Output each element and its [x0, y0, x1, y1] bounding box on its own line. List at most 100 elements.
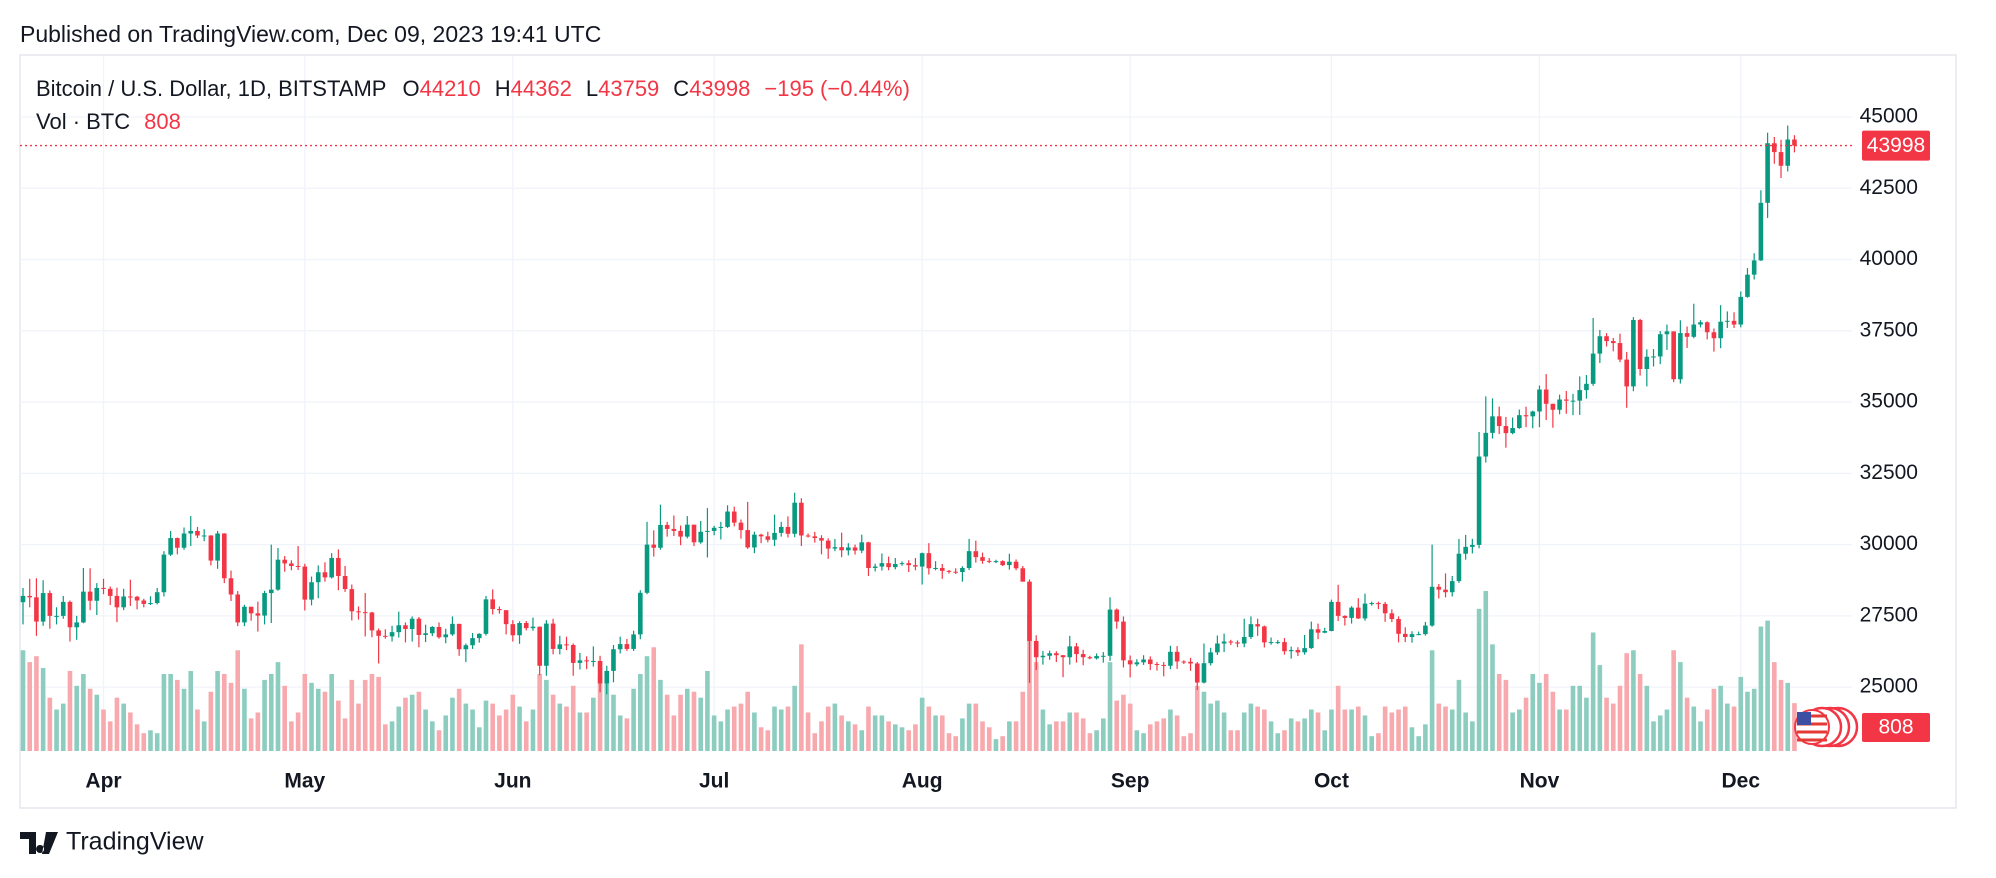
candle-body	[1161, 664, 1166, 666]
candle-body	[1147, 659, 1153, 665]
candle-body	[738, 522, 744, 531]
candle-body	[1711, 332, 1717, 339]
candle-body	[349, 589, 355, 612]
volume-bar	[1470, 721, 1475, 751]
volume-bar	[785, 706, 791, 751]
volume-bar	[799, 644, 804, 751]
legend-field-value: 43998	[689, 76, 750, 101]
candle-body	[611, 649, 616, 671]
candle-body	[141, 600, 147, 604]
candle-body	[852, 547, 858, 551]
volume-bar	[1181, 736, 1187, 751]
volume-bar	[1040, 709, 1046, 751]
volume-bar	[1523, 697, 1529, 751]
volume-bar	[1745, 691, 1750, 751]
volume-bar	[1248, 703, 1254, 751]
candle-body	[161, 554, 167, 593]
volume-bar	[684, 688, 690, 751]
volume-bar	[852, 724, 858, 751]
candle-body	[1684, 333, 1690, 337]
candle-body	[792, 502, 797, 534]
candle-body	[1141, 659, 1146, 663]
candle-body	[1288, 650, 1294, 652]
candle-body	[1490, 416, 1495, 433]
candle-body	[1188, 661, 1193, 664]
volume-bar	[617, 715, 623, 751]
volume-bar	[161, 673, 167, 751]
last-price-tag	[1862, 130, 1930, 161]
candle-body	[1268, 642, 1274, 644]
candle-body	[175, 538, 180, 548]
volume-bar	[711, 715, 717, 751]
candle-body	[906, 563, 912, 566]
volume-bar	[1127, 703, 1133, 751]
volume-bar	[859, 730, 865, 751]
candles	[20, 125, 1797, 695]
volume-bar	[1114, 700, 1120, 751]
volume-bar	[168, 673, 173, 751]
candle-body	[651, 544, 657, 548]
candle-body	[1013, 561, 1019, 569]
volume-bar	[557, 703, 563, 751]
volume-bar	[222, 673, 227, 751]
candle-body	[1617, 343, 1623, 360]
volume-bar	[1094, 730, 1099, 751]
volume-bar	[1510, 712, 1515, 751]
volume	[20, 591, 1797, 751]
candle-body	[1355, 607, 1361, 619]
candle-body	[544, 623, 549, 666]
candle-body	[1040, 655, 1046, 658]
legend-field-value: 43759	[598, 76, 659, 101]
candle-body	[1637, 319, 1643, 370]
volume-bar	[1765, 620, 1770, 751]
candle-body	[705, 530, 710, 532]
candle-body	[289, 563, 294, 566]
volume-bar	[1074, 712, 1079, 751]
volume-bar	[134, 724, 140, 751]
candle-body	[54, 615, 59, 617]
volume-bar	[1141, 733, 1146, 751]
volume-bar	[758, 727, 764, 751]
volume-bar	[1429, 650, 1435, 751]
candle-body	[1503, 426, 1509, 434]
candle-body	[456, 623, 462, 650]
volume-bar	[87, 688, 93, 751]
volume-bar	[1423, 724, 1428, 751]
candle-body	[1241, 636, 1247, 644]
volume-bar	[329, 673, 334, 751]
volume-bar	[872, 715, 878, 751]
volume-bar	[1402, 706, 1408, 751]
volume-bar	[986, 727, 992, 751]
candle-body	[1255, 624, 1260, 627]
y-tick-label: 25000	[1860, 675, 1918, 698]
candle-body	[1765, 143, 1770, 203]
candle-body	[1127, 660, 1133, 665]
y-tick-label: 30000	[1860, 532, 1918, 555]
volume-bar	[423, 709, 428, 751]
candle-body	[530, 626, 536, 629]
volume-bar	[1537, 682, 1542, 751]
candle-body	[101, 587, 106, 589]
volume-bar	[1436, 703, 1442, 751]
volume-bar	[60, 703, 66, 751]
candle-body	[893, 563, 898, 568]
volume-bar	[1349, 709, 1354, 751]
candle-body	[1342, 615, 1348, 618]
volume-bar	[20, 650, 26, 751]
candle-body	[476, 633, 482, 639]
volume-bar	[309, 682, 314, 751]
candle-body	[1047, 653, 1052, 656]
volume-bar	[1718, 685, 1723, 751]
candle-body	[1483, 432, 1489, 457]
volume-bar	[1134, 730, 1140, 751]
volume-bar	[1624, 653, 1629, 751]
volume-bar	[1517, 709, 1522, 751]
candle-body	[1215, 643, 1220, 653]
volume-bar	[933, 715, 938, 751]
volume-bar	[1268, 721, 1274, 751]
candle-body	[926, 553, 932, 569]
volume-bar	[1564, 709, 1569, 751]
candle-body	[718, 526, 724, 528]
volume-bar	[530, 709, 536, 751]
candle-body	[1610, 341, 1616, 344]
